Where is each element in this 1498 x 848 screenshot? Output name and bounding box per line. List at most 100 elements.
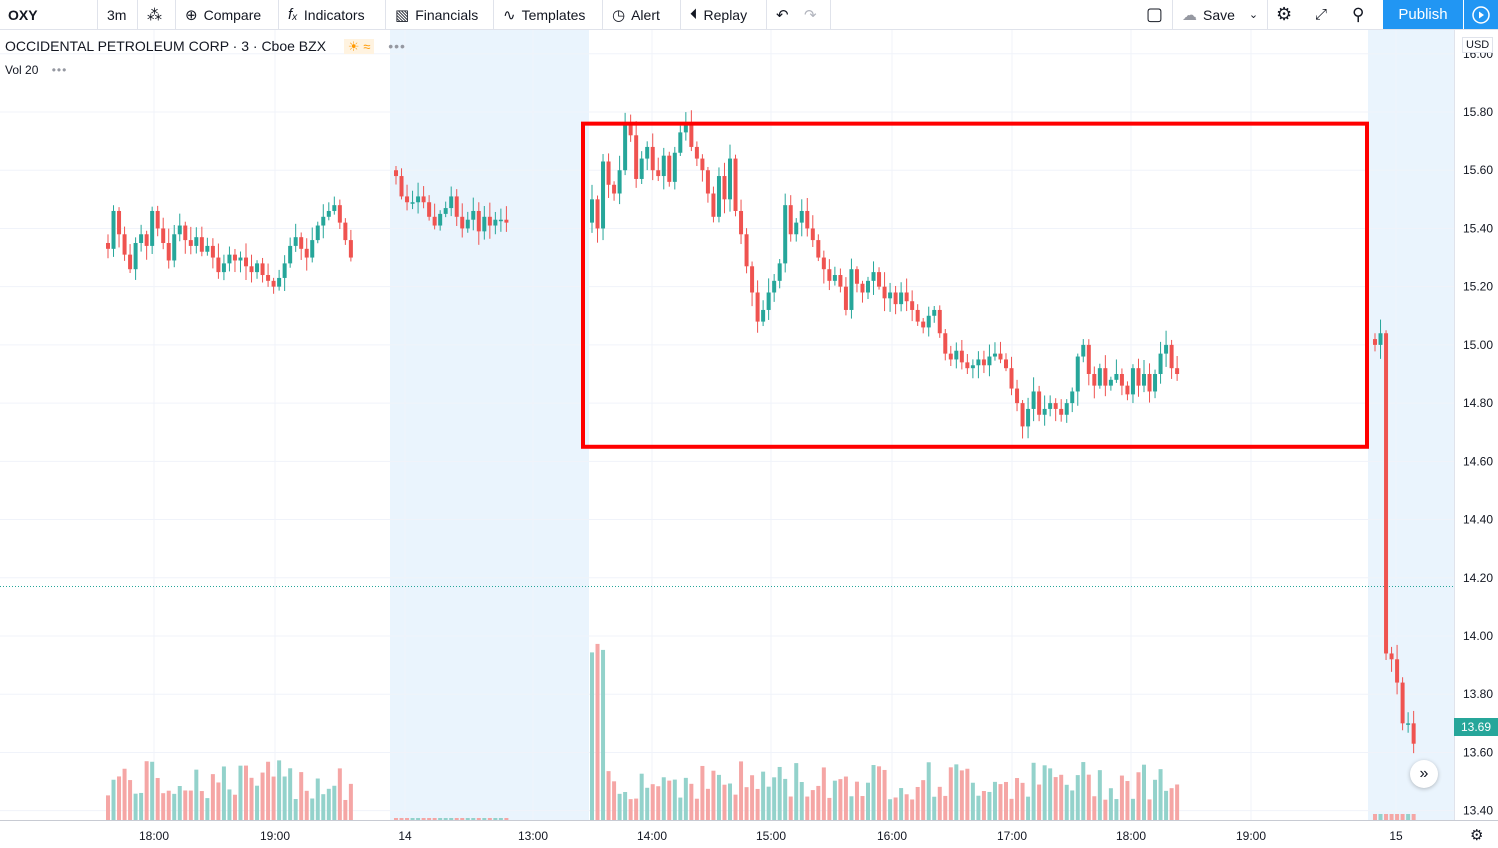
candle	[1109, 377, 1113, 391]
candle-body	[1021, 403, 1025, 426]
play-circle-icon	[1472, 6, 1490, 24]
indicators-button[interactable]: fₓ Indicators	[288, 0, 365, 29]
candle	[629, 115, 633, 142]
volume-bar	[1032, 763, 1036, 820]
candle	[607, 153, 611, 198]
replay-button[interactable]: ⏴ Replay	[690, 0, 747, 29]
volume-bar	[222, 766, 226, 820]
candle	[200, 227, 204, 257]
settings-button[interactable]: ⚙	[1276, 0, 1298, 29]
layout-button[interactable]: ▢	[1146, 0, 1169, 29]
candle-body	[927, 316, 931, 328]
candle-body	[706, 170, 710, 193]
candle-body	[987, 357, 991, 366]
x-tick-label: 15:00	[756, 829, 786, 843]
candle	[1032, 377, 1036, 421]
market-status-icon: ☀ ≈	[344, 39, 374, 54]
candle-body	[205, 246, 209, 252]
volume-bar	[722, 785, 726, 820]
candle	[183, 222, 187, 254]
volume-bar	[117, 776, 121, 820]
candle	[700, 154, 704, 181]
chart-type-button[interactable]: ⁂	[147, 0, 168, 29]
candle	[134, 237, 138, 280]
interval-label: 3m	[107, 7, 126, 23]
volume-bar	[717, 775, 721, 820]
volume-bar	[673, 780, 677, 820]
snapshot-button[interactable]: ⚲	[1352, 0, 1370, 29]
candle-body	[244, 258, 248, 267]
templates-button[interactable]: ∿ Templates	[503, 0, 585, 29]
undo-button[interactable]: ↶	[776, 0, 795, 29]
candle-body	[139, 234, 143, 243]
candle	[305, 238, 309, 270]
candle-body	[1114, 374, 1118, 380]
candle-body	[294, 237, 298, 246]
legend-more-icon[interactable]: •••	[388, 38, 406, 54]
candle	[167, 229, 171, 269]
volume-bar	[167, 791, 171, 820]
candle	[910, 290, 914, 321]
candle-body	[849, 269, 853, 310]
fullscreen-button[interactable]: ⤢	[1315, 0, 1333, 29]
candle	[734, 155, 738, 217]
candle-body	[332, 205, 336, 211]
interval-button[interactable]: 3m	[107, 0, 126, 29]
candle-body	[634, 135, 638, 179]
candle	[1136, 359, 1140, 397]
candle-body	[1087, 345, 1091, 374]
volume-bar	[607, 771, 611, 820]
compare-button[interactable]: ⊕ Compare	[185, 0, 261, 29]
symbol-search[interactable]: OXY	[8, 0, 38, 29]
candle	[921, 318, 925, 333]
alert-button[interactable]: ◷ Alert	[612, 0, 660, 29]
candle-body	[971, 365, 975, 368]
candle	[117, 207, 121, 247]
candle	[651, 133, 655, 180]
candle-body	[1048, 403, 1052, 409]
candle-body	[172, 234, 176, 260]
volume-bar	[905, 794, 909, 820]
save-button[interactable]: ☁ Save ⌄	[1182, 0, 1258, 29]
volume-bar	[128, 780, 132, 820]
price-chart[interactable]: 16.0015.8015.6015.4015.2015.0014.8014.60…	[0, 30, 1498, 848]
volume-bar	[1087, 775, 1091, 820]
financials-button[interactable]: ▧ Financials	[395, 0, 478, 29]
candle-body	[607, 161, 611, 184]
gear-icon: ⚙	[1276, 4, 1292, 25]
candle	[596, 196, 600, 243]
candle-body	[960, 351, 964, 363]
candle-body	[689, 124, 693, 147]
play-button[interactable]	[1464, 0, 1498, 29]
candle	[849, 259, 853, 319]
volume-bar	[1136, 772, 1140, 820]
replay-label: Replay	[704, 7, 748, 23]
candle-body	[711, 194, 715, 217]
volume-bar	[106, 795, 110, 820]
candle-body	[1142, 374, 1146, 386]
candle-body	[838, 275, 842, 287]
candle	[255, 260, 259, 279]
currency-label[interactable]: USD	[1462, 37, 1493, 53]
candle-body	[800, 211, 804, 223]
candle	[338, 200, 342, 229]
redo-button[interactable]: ↷	[804, 0, 823, 29]
volume-bar	[778, 767, 782, 820]
volume-bar	[1159, 769, 1163, 820]
publish-button[interactable]: Publish	[1383, 0, 1463, 29]
chart-legend: OCCIDENTAL PETROLEUM CORP · 3 · Cboe BZX…	[5, 38, 406, 55]
candle-body	[261, 263, 265, 275]
volume-bar	[1164, 791, 1168, 820]
volume-bar	[327, 789, 331, 820]
volume-bar	[767, 787, 771, 820]
volume-more-icon[interactable]: •••	[52, 63, 68, 77]
volume-bar	[1076, 775, 1080, 820]
candle	[1125, 381, 1129, 400]
candle	[1170, 340, 1174, 379]
volume-bar	[400, 818, 404, 820]
candle	[1120, 368, 1124, 395]
volume-bar	[965, 769, 969, 820]
scale-settings-button[interactable]: ⚙	[1470, 826, 1483, 844]
scroll-to-realtime-button[interactable]: »	[1410, 760, 1438, 788]
candle	[883, 272, 887, 311]
